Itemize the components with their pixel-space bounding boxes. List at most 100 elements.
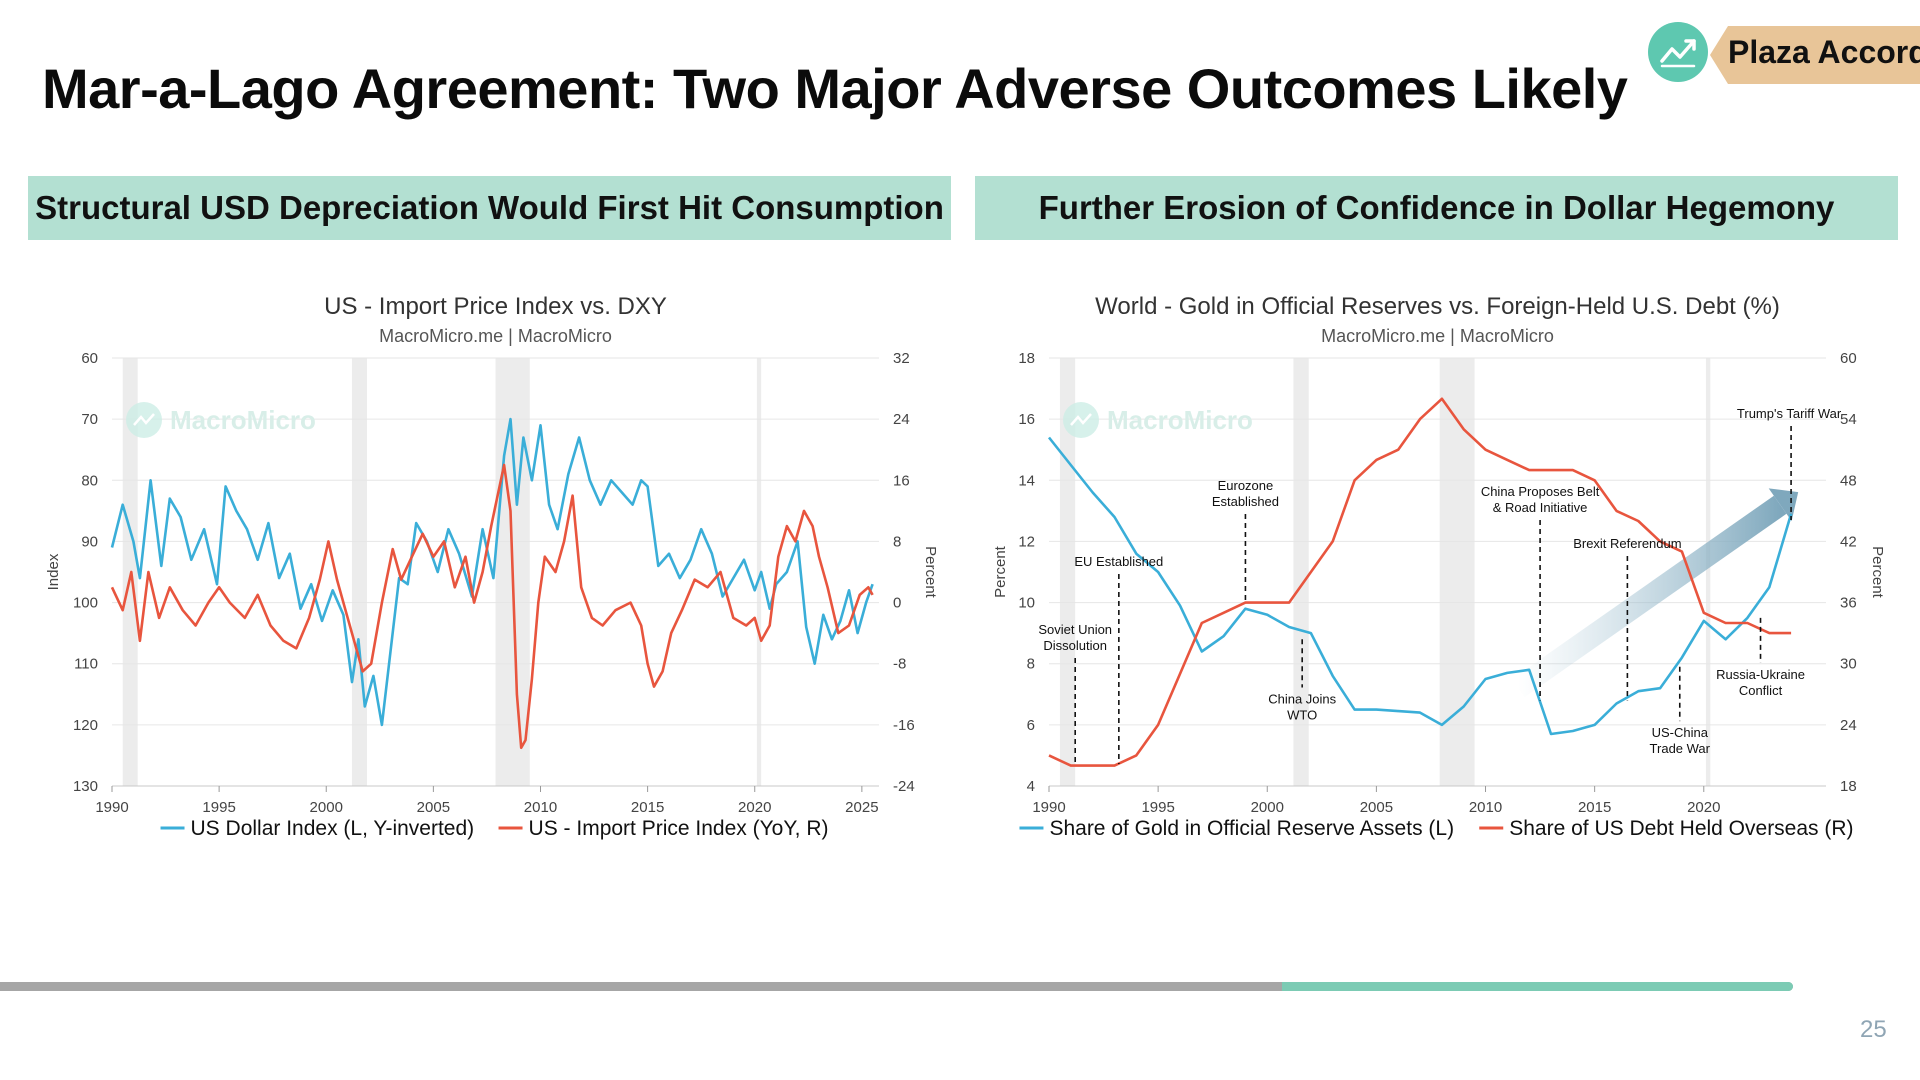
watermark-trend-icon [1070, 413, 1092, 426]
right-tick-label: -16 [893, 717, 915, 734]
annotation-label: China Proposes Belt [1481, 484, 1600, 499]
annotation-label: WTO [1287, 707, 1317, 722]
series-line-blue [1047, 436, 1793, 736]
badge-tag-shape [1710, 26, 1920, 84]
right-tick-label: 60 [1840, 350, 1857, 367]
right-tick-label: 54 [1840, 411, 1857, 428]
right-tick-label: -24 [893, 778, 915, 795]
x-tick-label: 1995 [1141, 799, 1174, 816]
legend-label: Share of Gold in Official Reserve Assets… [1049, 817, 1454, 840]
x-tick-label: 2015 [1578, 799, 1611, 816]
annotation-label: Russia-Ukraine [1716, 667, 1805, 682]
x-tick-label: 2015 [631, 799, 664, 816]
left-section-banner: Structural USD Depreciation Would First … [28, 176, 951, 240]
left-tick-label: 8 [1027, 656, 1035, 673]
left-tick-label: 10 [1018, 595, 1035, 612]
right-tick-label: 32 [893, 350, 910, 367]
left-tick-label: 60 [81, 350, 98, 367]
chart-title: US - Import Price Index vs. DXY [324, 293, 667, 320]
x-tick-label: 2000 [310, 799, 343, 816]
right-tick-label: 48 [1840, 472, 1857, 489]
annotation-label: EU Established [1074, 554, 1163, 569]
right-axis-label: Percent [1869, 546, 1886, 599]
annotation-label: Conflict [1739, 683, 1783, 698]
right-tick-label: 36 [1840, 595, 1857, 612]
legend-label: US Dollar Index (L, Y-inverted) [191, 817, 475, 840]
left-tick-label: 6 [1027, 717, 1035, 734]
watermark-trend-icon [133, 413, 155, 426]
left-axis-label: Index [45, 553, 62, 590]
annotation-label: Trump's Tariff War [1737, 406, 1842, 421]
x-tick-label: 2010 [1469, 799, 1502, 816]
right-tick-label: 18 [1840, 778, 1857, 795]
progress-track [0, 982, 1793, 991]
annotation-label: Brexit Referendum [1573, 536, 1681, 551]
left-tick-label: 110 [74, 656, 98, 673]
series-line-red [110, 463, 874, 750]
recession-band [351, 358, 367, 786]
left-tick-label: 80 [81, 472, 98, 489]
right-tick-label: 16 [893, 472, 910, 489]
trend-arrow-head [1768, 488, 1799, 522]
x-tick-label: 2010 [524, 799, 557, 816]
watermark-text: MacroMicro [1107, 405, 1253, 435]
annotation-label: Soviet Union [1038, 622, 1112, 637]
x-tick-label: 2020 [738, 799, 771, 816]
x-tick-label: 2000 [1251, 799, 1284, 816]
annotation-label: Dissolution [1043, 638, 1107, 653]
x-tick-label: 2005 [417, 799, 450, 816]
x-tick-label: 1990 [1032, 799, 1065, 816]
right-axis-label: Percent [922, 546, 939, 599]
x-tick-label: 2020 [1687, 799, 1720, 816]
chart-gold-vs-foreign-debt: World - Gold in Official Reserves vs. Fo… [992, 293, 1886, 840]
recession-band [1705, 358, 1711, 786]
left-axis-label: Percent [992, 545, 1009, 598]
series-line-red [1048, 397, 1792, 767]
left-tick-label: 100 [73, 595, 98, 612]
left-tick-label: 16 [1018, 411, 1035, 428]
trend-chart-icon [1648, 22, 1708, 82]
recession-band [1293, 358, 1309, 786]
badge-label: Plaza Accord [1728, 34, 1920, 70]
page-number: 25 [1860, 1016, 1887, 1043]
left-tick-label: 12 [1018, 533, 1035, 550]
annotation-label: Established [1212, 494, 1279, 509]
chart-import-price-vs-dxy: US - Import Price Index vs. DXY MacroMicr… [45, 293, 939, 840]
annotation-label: Eurozone [1218, 478, 1274, 493]
right-tick-label: 0 [893, 595, 901, 612]
series-line-blue [110, 417, 874, 727]
annotation-label: US-China [1652, 725, 1709, 740]
left-tick-label: 4 [1027, 778, 1035, 795]
right-tick-label: 24 [893, 411, 910, 428]
left-tick-label: 130 [73, 778, 98, 795]
right-tick-label: -8 [893, 656, 906, 673]
right-section-banner: Further Erosion of Confidence in Dollar … [975, 176, 1898, 240]
progress-fill [1282, 982, 1793, 991]
plaza-accord-badge: Plaza Accord [1648, 22, 1920, 86]
annotation-label: China Joins [1268, 691, 1336, 706]
chart-subtitle: MacroMicro.me | MacroMicro [379, 326, 612, 346]
left-tick-label: 14 [1018, 472, 1035, 489]
left-tick-label: 120 [73, 717, 98, 734]
recession-band [756, 358, 762, 786]
trend-arrow-shaft [1511, 495, 1787, 698]
right-tick-label: 42 [1840, 533, 1857, 550]
watermark-text: MacroMicro [170, 405, 316, 435]
annotation-label: Trade War [1650, 741, 1711, 756]
left-tick-label: 18 [1018, 350, 1035, 367]
chart-subtitle: MacroMicro.me | MacroMicro [1321, 326, 1554, 346]
x-tick-label: 1995 [202, 799, 235, 816]
x-tick-label: 2025 [845, 799, 878, 816]
slide-title: Mar-a-Lago Agreement: Two Major Adverse … [42, 57, 1628, 120]
legend-label: US - Import Price Index (YoY, R) [529, 817, 829, 840]
legend-label: Share of US Debt Held Overseas (R) [1509, 817, 1853, 840]
left-tick-label: 70 [81, 411, 98, 428]
recession-band [1439, 358, 1475, 786]
annotation-label: & Road Initiative [1493, 500, 1588, 515]
left-tick-label: 90 [81, 533, 98, 550]
x-tick-label: 2005 [1360, 799, 1393, 816]
x-tick-label: 1990 [95, 799, 128, 816]
right-tick-label: 30 [1840, 656, 1857, 673]
right-tick-label: 24 [1840, 717, 1857, 734]
right-tick-label: 8 [893, 533, 901, 550]
